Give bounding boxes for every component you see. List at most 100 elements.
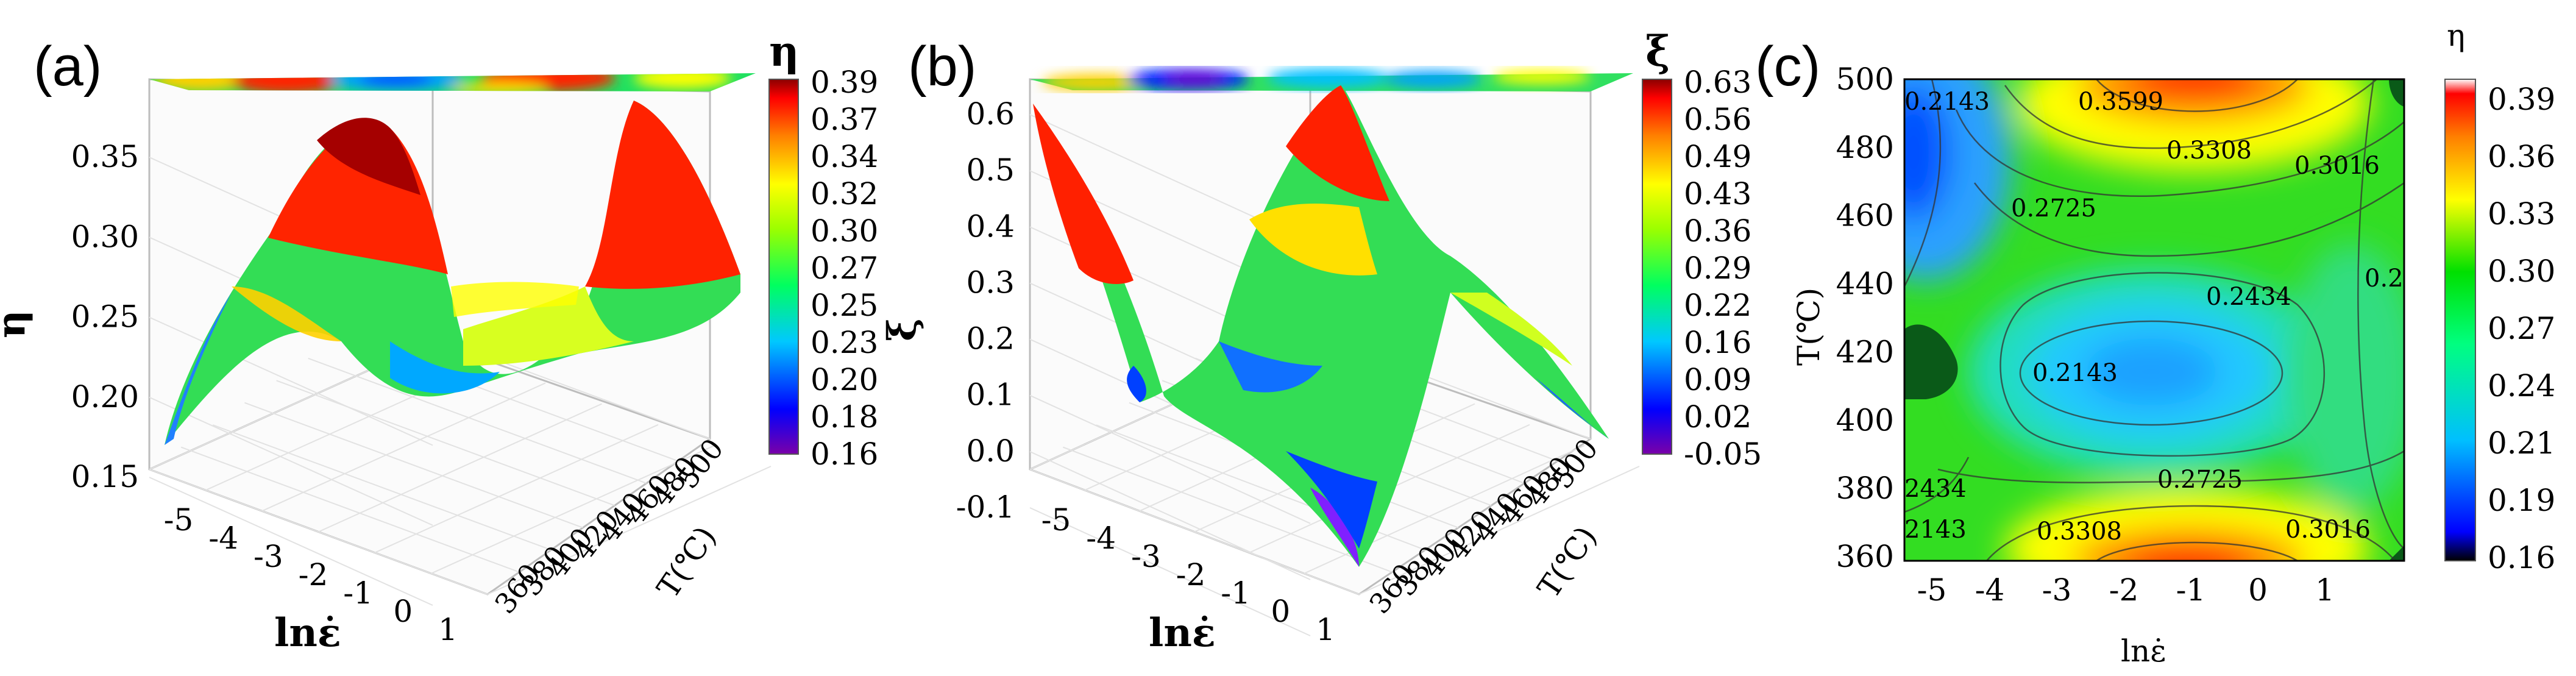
grid-line xyxy=(431,444,715,574)
x-tick-label: 0 xyxy=(1271,594,1290,629)
panel-c-x-ticks: -5 -4 -3 -2 -1 0 1 xyxy=(1917,572,2335,608)
x-tick-label: -5 xyxy=(1041,502,1071,538)
panel-a: (a) xyxy=(0,27,878,656)
y-tick-label: 480 xyxy=(1836,130,1894,165)
grid-line xyxy=(212,424,552,551)
colorbar-tick-label: 0.49 xyxy=(1684,139,1751,174)
contour-label: 0.3016 xyxy=(2294,152,2380,180)
panel-a-top-projection xyxy=(149,73,756,91)
colorbar-tick-label: 0.27 xyxy=(2488,311,2555,346)
y-tick-label: 500 xyxy=(1836,62,1894,97)
colorbar-tick-label: 0.23 xyxy=(811,325,878,360)
x-tick-label: 1 xyxy=(2315,572,2335,608)
panel-a-y-title: T(℃) xyxy=(650,520,723,605)
panel-c-x-title: lnε̇ xyxy=(2121,633,2166,669)
grid-line xyxy=(276,380,615,507)
z-tick-label: -0.1 xyxy=(956,489,1015,525)
panel-c-colorbar-title: η xyxy=(2447,18,2465,53)
panel-c-contour-labels: 0.2143 0.3599 0.3308 0.3016 0.2725 0.2434 0.21… xyxy=(1904,88,2404,546)
panel-c-y-ticks: 360 380 400 420 440 460 480 500 xyxy=(1836,62,1894,574)
x-tick-label: 0 xyxy=(393,594,413,629)
contour-label: 2434 xyxy=(1904,475,1967,503)
panel-b-top-projection xyxy=(1030,68,1633,91)
x-tick-label: -3 xyxy=(2042,572,2072,608)
panel-b-y-title: T(℃) xyxy=(1531,520,1604,605)
grid-line xyxy=(1029,507,1311,636)
contour-label: 0.2434 xyxy=(2206,283,2291,311)
contour-label: 0.3599 xyxy=(2078,88,2163,116)
panel-a-colorbar-ticks: 0.390.370.340.320.300.270.250.230.200.18… xyxy=(811,65,878,472)
x-tick-label: -4 xyxy=(1086,521,1116,556)
colorbar-tick-label: 0.20 xyxy=(811,362,878,397)
grid-line xyxy=(374,424,659,553)
panel-a-z-ticks: 0.15 0.20 0.25 0.30 0.35 xyxy=(71,139,139,494)
contour-label: 2143 xyxy=(1904,516,1967,544)
panel-c: (c) xyxy=(1755,18,2555,669)
panel-c-contour-fill: 0.2143 0.3599 0.3308 0.3016 0.2725 0.2434 0.21… xyxy=(1904,79,2404,561)
x-tick-label: -2 xyxy=(1176,557,1206,592)
y-tick-label: 440 xyxy=(1836,266,1894,302)
colorbar-tick-label: 0.24 xyxy=(2488,368,2555,404)
panel-c-colorbar: η 0.39 0.36 0.33 0.30 0.27 0.24 0.21 0.19 0.16 xyxy=(2444,18,2555,575)
colorbar-tick-label: 0.63 xyxy=(1684,65,1751,100)
colorbar-tick-label: 0.43 xyxy=(1684,176,1751,212)
y-tick-label: 400 xyxy=(1836,402,1894,438)
panel-a-colorbar-title: η xyxy=(769,27,799,76)
panel-c-y-title: T(℃) xyxy=(1791,288,1826,366)
x-tick-label: -1 xyxy=(2176,572,2206,608)
contour-label: 0.2143 xyxy=(1904,88,1990,116)
grid-line xyxy=(149,469,488,595)
y-tick-label: 460 xyxy=(1836,198,1894,233)
colorbar-tick-label: 0.22 xyxy=(1684,288,1751,323)
colorbar-tick-label: 0.37 xyxy=(811,102,878,137)
grid-line xyxy=(308,357,647,484)
panel-b-x-ticks: -5 -4 -3 -2 -1 01 xyxy=(1041,502,1335,647)
contour-label: 0.2725 xyxy=(2011,194,2096,222)
grid-line xyxy=(1358,466,1640,595)
z-tick-label: 0.25 xyxy=(71,299,139,335)
x-tick-label: 0 xyxy=(2248,572,2268,608)
colorbar-tick-label: 0.33 xyxy=(2488,196,2555,232)
colorbar-tick-label: -0.05 xyxy=(1684,436,1762,472)
panel-label-c: (c) xyxy=(1755,35,1820,98)
x-tick-label: -2 xyxy=(299,557,328,592)
x-tick-label: -1 xyxy=(343,575,373,611)
contour-label: 0.3016 xyxy=(2285,516,2371,544)
colorbar-tick-label: 0.30 xyxy=(811,213,878,249)
panel-a-colorbar: η 0.390.370.340.320.300.270.250.230.200.… xyxy=(768,27,878,472)
contour-label: 0.3308 xyxy=(2037,518,2122,546)
colorbar-tick-label: 0.39 xyxy=(2488,82,2555,117)
colorbar-tick-label: 0.29 xyxy=(1684,251,1751,286)
colorbar-tick-label: 0.27 xyxy=(811,251,878,286)
contour-label: 0.2143 xyxy=(2032,359,2118,387)
colorbar-tick-label: 0.39 xyxy=(811,65,878,100)
x-tick-label: -2 xyxy=(2109,572,2139,608)
grid-line xyxy=(487,466,772,595)
x-tick-label: -4 xyxy=(208,521,238,556)
panel-b-z-title: ξ xyxy=(879,318,925,341)
z-tick-label: 0.2 xyxy=(966,321,1015,357)
y-tick-label: 420 xyxy=(1836,334,1894,369)
grid-line xyxy=(1029,469,1360,595)
panel-b-colorbar: ξ 0.630.560.490.430.360.290.220.160.090.… xyxy=(1642,27,1762,472)
grid-line xyxy=(261,382,546,512)
panel-a-x-ticks: -5 -4 -3 -2 -1 01 xyxy=(164,502,458,647)
colorbar-tick-label: 0.19 xyxy=(2488,483,2555,518)
grid-line xyxy=(1062,446,1393,573)
panel-label-a: (a) xyxy=(34,35,102,98)
z-tick-label: 0.3 xyxy=(966,265,1015,300)
z-tick-label: 0.4 xyxy=(966,208,1015,244)
colorbar-tick-label: 0.56 xyxy=(1684,102,1751,137)
colorbar-tick-label: 0.18 xyxy=(811,399,878,435)
colorbar-tick-label: 0.16 xyxy=(2488,540,2555,575)
z-tick-label: 0.15 xyxy=(71,459,139,494)
colorbar-tick-label: 0.36 xyxy=(1684,213,1751,249)
z-tick-label: 0.1 xyxy=(966,377,1015,413)
grid-line xyxy=(149,316,433,446)
x-tick-label: -4 xyxy=(1975,572,2005,608)
colorbar-tick-label: 0.21 xyxy=(2488,425,2555,461)
panel-b-surface xyxy=(1033,85,1609,567)
panel-b-z-ticks: -0.1 0.0 0.1 0.2 0.3 0.4 0.5 0.6 xyxy=(956,96,1015,525)
x-tick-label: -1 xyxy=(1221,575,1251,611)
